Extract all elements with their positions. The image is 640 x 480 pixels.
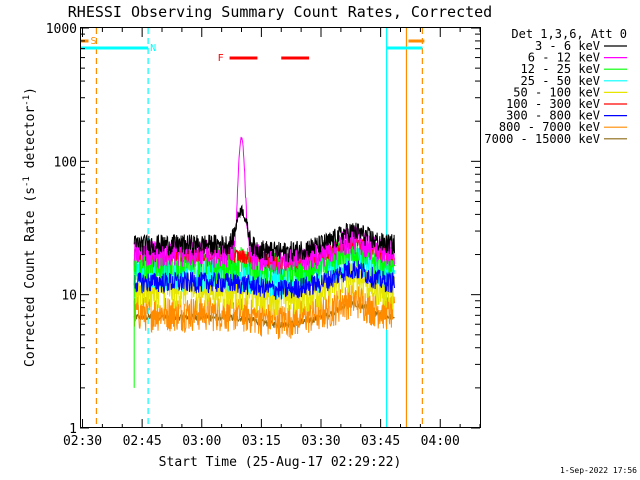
x-tick-label: 04:00 — [421, 434, 460, 449]
y-tick-label: 100 — [54, 155, 77, 170]
series-layer — [133, 136, 395, 388]
flare-label: F — [218, 53, 224, 64]
legend-label: 7000 - 15000 keV — [484, 132, 600, 146]
footer-date: 1-Sep-2022 17:56 — [560, 466, 637, 475]
x-tick-label: 03:15 — [242, 434, 281, 449]
x-axis-label: Start Time (25-Aug-17 02:29:22) — [159, 455, 402, 470]
x-tick-label: 03:30 — [301, 434, 340, 449]
legend-label: 6 - 12 keV — [528, 51, 600, 65]
legend-label: 800 - 7000 keV — [499, 120, 600, 134]
chart-title: RHESSI Observing Summary Count Rates, Co… — [68, 3, 492, 21]
x-tick-label: 03:45 — [361, 434, 400, 449]
series-line — [133, 204, 395, 263]
x-axis-ticks: 02:30 02:45 03:00 03:15 03:30 03:45 04:00 — [63, 28, 481, 449]
series-line — [133, 260, 395, 300]
legend-label: 300 - 800 keV — [506, 109, 600, 123]
legend-label: 50 - 100 keV — [513, 85, 600, 99]
legend-label: 12 - 25 keV — [521, 62, 600, 76]
legend-label: 3 - 6 keV — [535, 39, 600, 53]
y-tick-label: 1000 — [46, 22, 77, 37]
spacecraft-state-bands: S N F — [80, 28, 425, 428]
legend-title: Det 1,3,6, Att 0 — [511, 27, 627, 41]
legend-label: 100 - 300 keV — [506, 97, 600, 111]
y-tick-label: 1 — [69, 422, 77, 437]
y-axis-label: Corrected Count Rate (s-1 detector-1) — [22, 87, 38, 367]
x-tick-label: 02:45 — [123, 434, 162, 449]
y-tick-label: 10 — [61, 289, 77, 304]
night-label: N — [150, 43, 156, 54]
y-axis-ticks: 1 10 100 1000 — [46, 22, 480, 437]
x-tick-label: 02:30 — [63, 434, 102, 449]
legend-label: 25 - 50 keV — [521, 74, 600, 88]
saa-label: S — [90, 36, 96, 47]
series-line — [133, 261, 395, 317]
plot-frame — [80, 27, 481, 428]
x-tick-label: 03:00 — [182, 434, 221, 449]
